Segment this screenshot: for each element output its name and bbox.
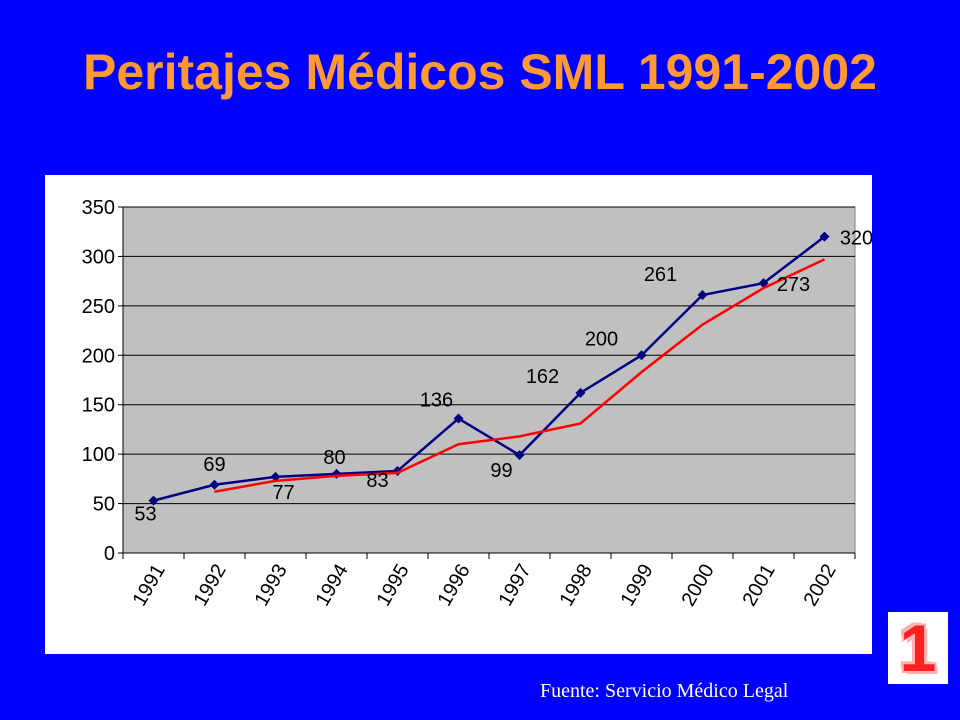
data-point: [697, 289, 708, 300]
x-tick-label: 1998: [556, 561, 597, 611]
data-point: [575, 387, 586, 398]
data-point: [514, 450, 525, 461]
x-tick-label: 1997: [495, 561, 536, 611]
data-point: [819, 231, 830, 242]
series-line-trend: [214, 258, 826, 493]
data-label: 136: [420, 390, 453, 412]
series-line-main: [153, 235, 826, 502]
data-label: 77: [272, 482, 294, 504]
data-label: 99: [490, 460, 512, 482]
y-tick-label: 300: [82, 246, 115, 268]
slide-number: 1: [899, 611, 937, 685]
data-label: 261: [644, 264, 677, 286]
data-label: 200: [585, 328, 618, 350]
y-tick-label: 0: [104, 543, 115, 565]
source-note: Fuente: Servicio Médico Legal: [540, 680, 789, 702]
data-point: [148, 495, 159, 506]
x-tick-label: 2001: [739, 561, 780, 611]
y-tick-label: 350: [82, 197, 115, 219]
x-tick-label: 1996: [434, 561, 475, 611]
x-tick-label: 1993: [251, 561, 292, 611]
plot-area: [122, 206, 856, 554]
x-tick-label: 1992: [190, 561, 231, 611]
data-label: 273: [777, 274, 810, 296]
y-tick-label: 150: [82, 395, 115, 417]
data-label: 162: [526, 366, 559, 388]
x-tick-label: 2002: [800, 561, 841, 611]
chart-area: 0 50 100 150 200 250 300 350 1991 1992 1993 1994 199…: [45, 175, 872, 654]
data-label: 80: [323, 447, 345, 469]
y-tick-label: 50: [93, 494, 115, 516]
y-tick-label: 100: [82, 444, 115, 466]
data-point: [209, 479, 220, 490]
slide-number-badge: 1: [888, 612, 948, 684]
y-tick-label: 200: [82, 345, 115, 367]
line-chart: 0 50 100 150 200 250 300 350 1991 1992 1993 1994 199…: [82, 197, 872, 611]
data-label: 69: [203, 454, 225, 476]
data-label: 83: [366, 470, 388, 492]
x-tick-label: 1991: [129, 561, 170, 611]
x-tick-label: 1995: [373, 561, 414, 611]
x-tick-label: 2000: [678, 561, 719, 611]
y-tick-label: 250: [82, 296, 115, 318]
data-label: 320: [840, 228, 872, 250]
x-tick-label: 1999: [617, 561, 658, 611]
x-tick-label: 1994: [312, 561, 353, 611]
data-point: [453, 413, 464, 424]
data-label: 53: [134, 504, 156, 526]
slide-title: Peritajes Médicos SML 1991-2002: [83, 44, 877, 100]
data-point: [636, 350, 647, 361]
